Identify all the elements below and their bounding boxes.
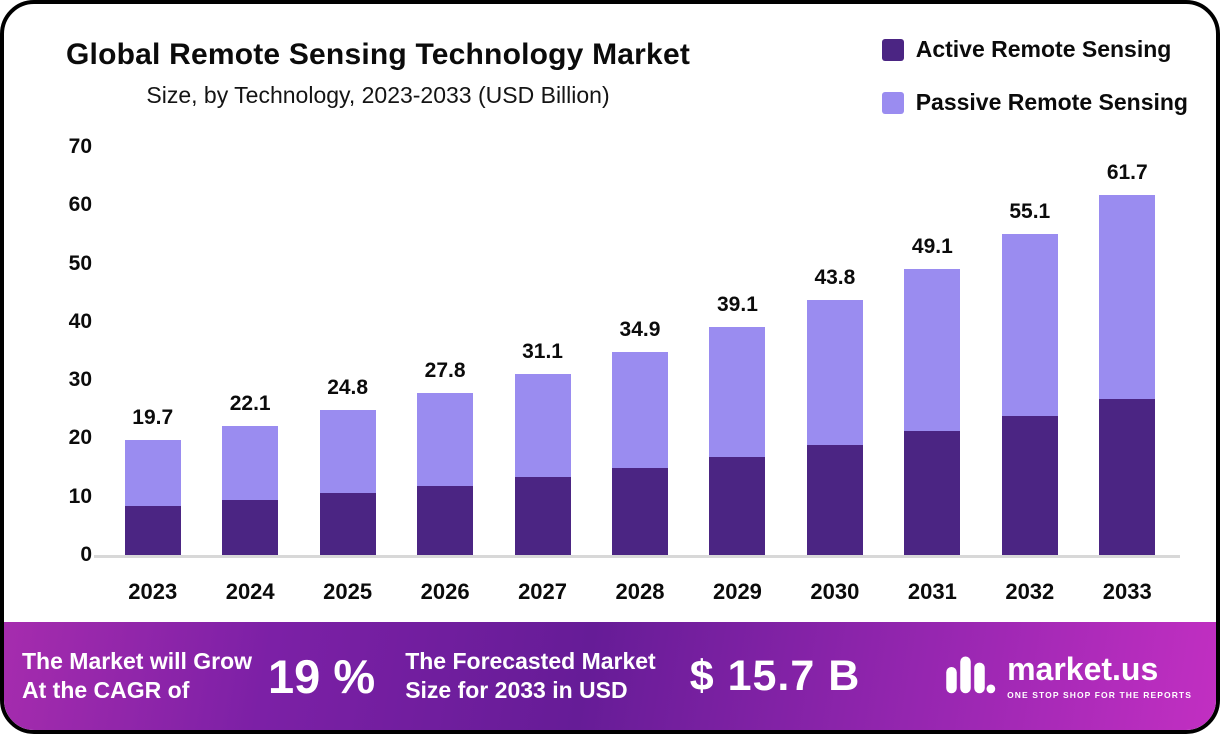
chart-title: Global Remote Sensing Technology Market <box>66 38 691 71</box>
x-axis-labels: 2023 2024 2025 2026 2027 2028 2029 2030 2031 2032… <box>104 579 1176 605</box>
x-tick-label: 2025 <box>323 579 373 604</box>
bar-segment-active <box>417 485 474 555</box>
legend-swatch-active <box>881 38 904 61</box>
brand-tagline: ONE STOP SHOP FOR THE REPORTS <box>1007 689 1192 700</box>
bar-segment-active <box>514 477 571 555</box>
y-tick-label: 10 <box>68 484 92 508</box>
x-tick-label: 2029 <box>712 579 762 604</box>
y-tick-label: 0 <box>80 543 92 566</box>
bar-group: 43.8 <box>786 147 883 555</box>
y-tick-label: 30 <box>68 368 92 392</box>
bar-segment-active <box>806 444 863 555</box>
cagr-value: 19 % <box>268 649 376 703</box>
x-tick-label: 2033 <box>1102 579 1152 604</box>
bar-total-label: 27.8 <box>424 358 466 382</box>
y-tick-label: 20 <box>68 426 92 450</box>
legend-label-passive: Passive Remote Sensing <box>915 89 1188 115</box>
bar-segment-passive <box>1001 233 1058 417</box>
bar-segment-passive <box>709 327 766 458</box>
bar-group: 19.7 <box>104 147 201 555</box>
y-tick-label: 70 <box>68 135 92 158</box>
forecast-value: $ 15.7 B <box>689 651 861 700</box>
bar-segment-passive <box>124 440 181 507</box>
bar-total-label: 39.1 <box>717 293 758 317</box>
legend: Active Remote Sensing Passive Remote Sen… <box>881 36 1188 116</box>
y-axis: 0 10 20 30 40 50 60 70 <box>34 135 92 566</box>
chart-subtitle: Size, by Technology, 2023-2033 (USD Bill… <box>146 82 610 108</box>
bar-segment-active <box>709 457 766 555</box>
marketus-logo-icon <box>941 646 997 707</box>
bar-total-label: 49.1 <box>911 234 953 258</box>
x-tick-label: 2032 <box>1005 579 1055 604</box>
bar-group: 31.1 <box>494 147 591 555</box>
bar-segment-passive <box>611 351 668 468</box>
forecast-label-line1: The Forecasted Market <box>405 647 656 674</box>
x-tick-label: 2028 <box>615 579 665 604</box>
legend-swatch-passive <box>881 91 904 114</box>
bar-segment-active <box>904 431 961 555</box>
bar-segment-active <box>319 493 376 555</box>
x-tick-label: 2031 <box>907 579 957 604</box>
bar-segment-passive <box>1099 195 1156 399</box>
bar-group: 49.1 <box>884 147 981 555</box>
cagr-label-line1: The Market will Grow <box>22 647 253 674</box>
y-tick-label: 60 <box>68 193 92 217</box>
bar-segment-active <box>124 506 181 555</box>
bottom-banner: The Market will Grow At the CAGR of 19 %… <box>4 622 1216 730</box>
plot-area: 19.7 22.1 24.8 27.8 31.1 34.9 39.1 43.8 49.1 55.1… <box>94 147 1180 558</box>
x-tick-label: 2027 <box>518 579 568 604</box>
bar-segment-passive <box>806 299 863 445</box>
x-tick-label: 2026 <box>420 579 470 604</box>
bar-group: 22.1 <box>201 147 298 555</box>
bar-total-label: 19.7 <box>132 406 174 430</box>
x-tick-label: 2023 <box>128 579 178 604</box>
bar-group: 34.9 <box>591 147 688 555</box>
brand-text: market.us ONE STOP SHOP FOR THE REPORTS <box>1007 653 1192 700</box>
bar-total-label: 24.8 <box>327 376 369 400</box>
bar-group: 55.1 <box>981 147 1078 555</box>
bar-group: 27.8 <box>396 147 493 555</box>
legend-label-active: Active Remote Sensing <box>915 36 1172 62</box>
brand-block: market.us ONE STOP SHOP FOR THE REPORTS <box>941 646 1192 707</box>
bar-total-label: 31.1 <box>522 339 563 363</box>
forecast-label-line2: Size for 2033 in USD <box>405 677 628 703</box>
bar-segment-active <box>222 500 279 555</box>
forecast-label: The Forecasted Market Size for 2033 in U… <box>405 647 656 706</box>
brand-name: market.us <box>1007 650 1159 687</box>
y-tick-label: 40 <box>68 309 92 333</box>
bar-segment-passive <box>319 410 376 494</box>
y-tick-label: 50 <box>68 251 92 275</box>
bar-group: 39.1 <box>689 147 786 555</box>
bar-segment-active <box>1099 398 1156 555</box>
cagr-label: The Market will Grow At the CAGR of <box>22 647 252 706</box>
bar-segment-passive <box>514 373 571 478</box>
legend-item-active: Active Remote Sensing <box>881 36 1188 63</box>
bar-total-label: 22.1 <box>229 392 271 416</box>
bar-segment-active <box>611 467 668 555</box>
bar-segment-passive <box>417 392 474 486</box>
bar-group: 24.8 <box>299 147 396 555</box>
bar-segment-passive <box>904 268 961 432</box>
bar-total-label: 34.9 <box>619 317 661 341</box>
chart-header: Global Remote Sensing Technology Market … <box>66 38 690 109</box>
cagr-label-line2: At the CAGR of <box>22 677 190 703</box>
legend-item-passive: Passive Remote Sensing <box>881 89 1188 116</box>
bar-segment-passive <box>222 426 279 501</box>
bar-group: 61.7 <box>1079 147 1176 555</box>
x-tick-label: 2030 <box>810 579 860 604</box>
x-axis-line <box>94 555 1180 558</box>
bar-total-label: 55.1 <box>1009 199 1051 223</box>
bar-segment-active <box>1001 416 1058 555</box>
x-tick-label: 2024 <box>225 579 275 604</box>
bar-total-label: 61.7 <box>1106 161 1148 185</box>
bar-total-label: 43.8 <box>814 265 856 289</box>
